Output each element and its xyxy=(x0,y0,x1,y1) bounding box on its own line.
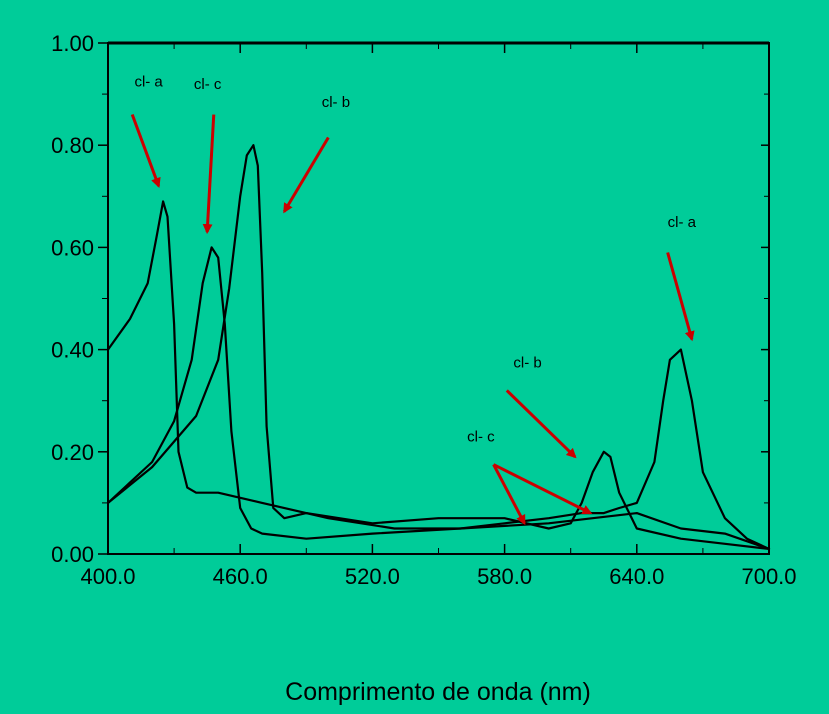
annotation-arrow xyxy=(130,114,161,188)
annotation-label: cl- a xyxy=(134,73,163,90)
annotation-label: cl- c xyxy=(467,429,495,446)
y-tick-label: 0.60 xyxy=(51,235,94,260)
axis-ticks: 400.0 460.0 520.0 580.0 640.0 700.0 0.00 0.20 0.… xyxy=(51,31,796,589)
annotation-label: cl- c xyxy=(194,76,222,93)
annotation-arrow xyxy=(202,114,216,235)
x-tick-label: 520.0 xyxy=(345,564,400,589)
x-tick-label: 400.0 xyxy=(80,564,135,589)
x-tick-label: 700.0 xyxy=(741,564,796,589)
annotation-labels: cl- a cl- c cl- b cl- a cl- b cl- c xyxy=(134,73,696,445)
series-line-1 xyxy=(106,200,771,551)
annotation-label: cl- b xyxy=(322,94,350,111)
y-tick-label: 0.40 xyxy=(51,338,94,363)
y-tick-label: 0.00 xyxy=(51,542,94,567)
annotation-arrow xyxy=(666,252,695,342)
annotation-arrow xyxy=(282,136,330,214)
x-tick-label: 640.0 xyxy=(609,564,664,589)
x-tick-label: 580.0 xyxy=(477,564,532,589)
y-tick-label: 0.20 xyxy=(51,440,94,465)
annotation-label: cl- b xyxy=(513,354,541,371)
annotation-arrows xyxy=(130,114,695,526)
x-tick-label: 460.0 xyxy=(213,564,268,589)
series-line-3 xyxy=(106,144,771,551)
y-tick-label: 1.00 xyxy=(51,31,94,56)
series-layer xyxy=(106,144,771,551)
annotation-label: cl- a xyxy=(668,214,697,231)
annotation-arrow xyxy=(492,463,593,515)
x-axis-label: Comprimento de onda (nm) xyxy=(285,678,591,706)
plot-frame xyxy=(107,42,770,555)
series-line-2 xyxy=(106,246,771,551)
annotation-arrow xyxy=(492,463,526,526)
y-tick-label: 0.80 xyxy=(51,133,94,158)
annotation-arrow xyxy=(505,389,577,459)
